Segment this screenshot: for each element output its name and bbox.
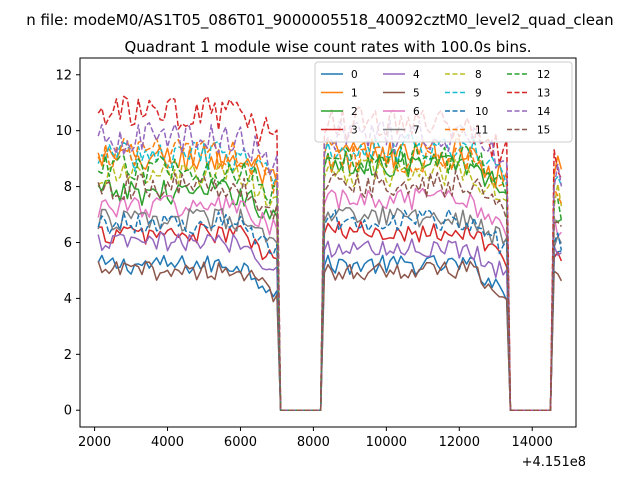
legend-label-10: 10 <box>475 106 488 118</box>
legend-label-0: 0 <box>351 69 358 81</box>
legend-label-1: 1 <box>351 88 358 100</box>
y-tick-label: 8 <box>64 180 72 195</box>
series-line-5 <box>97 260 563 411</box>
y-tick-label: 10 <box>55 124 72 139</box>
legend-label-13: 13 <box>537 88 550 100</box>
legend-label-14: 14 <box>537 106 551 118</box>
y-tick-label: 4 <box>64 292 72 307</box>
y-tick-label: 12 <box>55 68 72 83</box>
legend-label-5: 5 <box>413 88 420 100</box>
series-line-9 <box>97 133 563 411</box>
legend-label-7: 7 <box>413 125 420 137</box>
x-offset-text: +4.151e8 <box>522 455 586 470</box>
series-line-0 <box>97 250 562 411</box>
series-line-14 <box>97 119 563 411</box>
series-line-10 <box>97 208 563 411</box>
series-line-3 <box>98 220 563 411</box>
series-line-15 <box>97 170 562 411</box>
x-tick-label: 2000 <box>78 435 111 450</box>
y-tick-label: 6 <box>64 236 72 251</box>
x-tick-label: 10000 <box>366 435 407 450</box>
x-tick-label: 4000 <box>151 435 184 450</box>
chart-title: Quadrant 1 module wise count rates with … <box>124 38 531 56</box>
x-tick-label: 12000 <box>439 435 480 450</box>
legend-label-3: 3 <box>351 125 358 137</box>
legend-label-9: 9 <box>475 88 482 100</box>
legend-label-4: 4 <box>413 69 420 81</box>
legend-label-2: 2 <box>351 106 358 118</box>
series-line-6 <box>97 187 562 411</box>
y-tick-label: 2 <box>64 348 72 363</box>
series-line-8 <box>97 158 563 411</box>
series-line-4 <box>97 231 562 411</box>
series-line-12 <box>97 144 563 411</box>
x-tick-label: 6000 <box>224 435 257 450</box>
legend-box <box>314 61 573 143</box>
legend-label-8: 8 <box>475 69 482 81</box>
y-tick-label: 0 <box>64 404 72 419</box>
x-tick-label: 8000 <box>297 435 330 450</box>
series-line-7 <box>97 205 563 411</box>
legend-label-15: 15 <box>537 125 550 137</box>
figure-suptitle: n file: modeM0/AS1T05_086T01_9000005518_… <box>26 11 613 30</box>
x-tick-label: 14000 <box>512 435 553 450</box>
legend-label-12: 12 <box>537 69 550 81</box>
legend-label-6: 6 <box>413 106 420 118</box>
legend-label-11: 11 <box>475 125 488 137</box>
